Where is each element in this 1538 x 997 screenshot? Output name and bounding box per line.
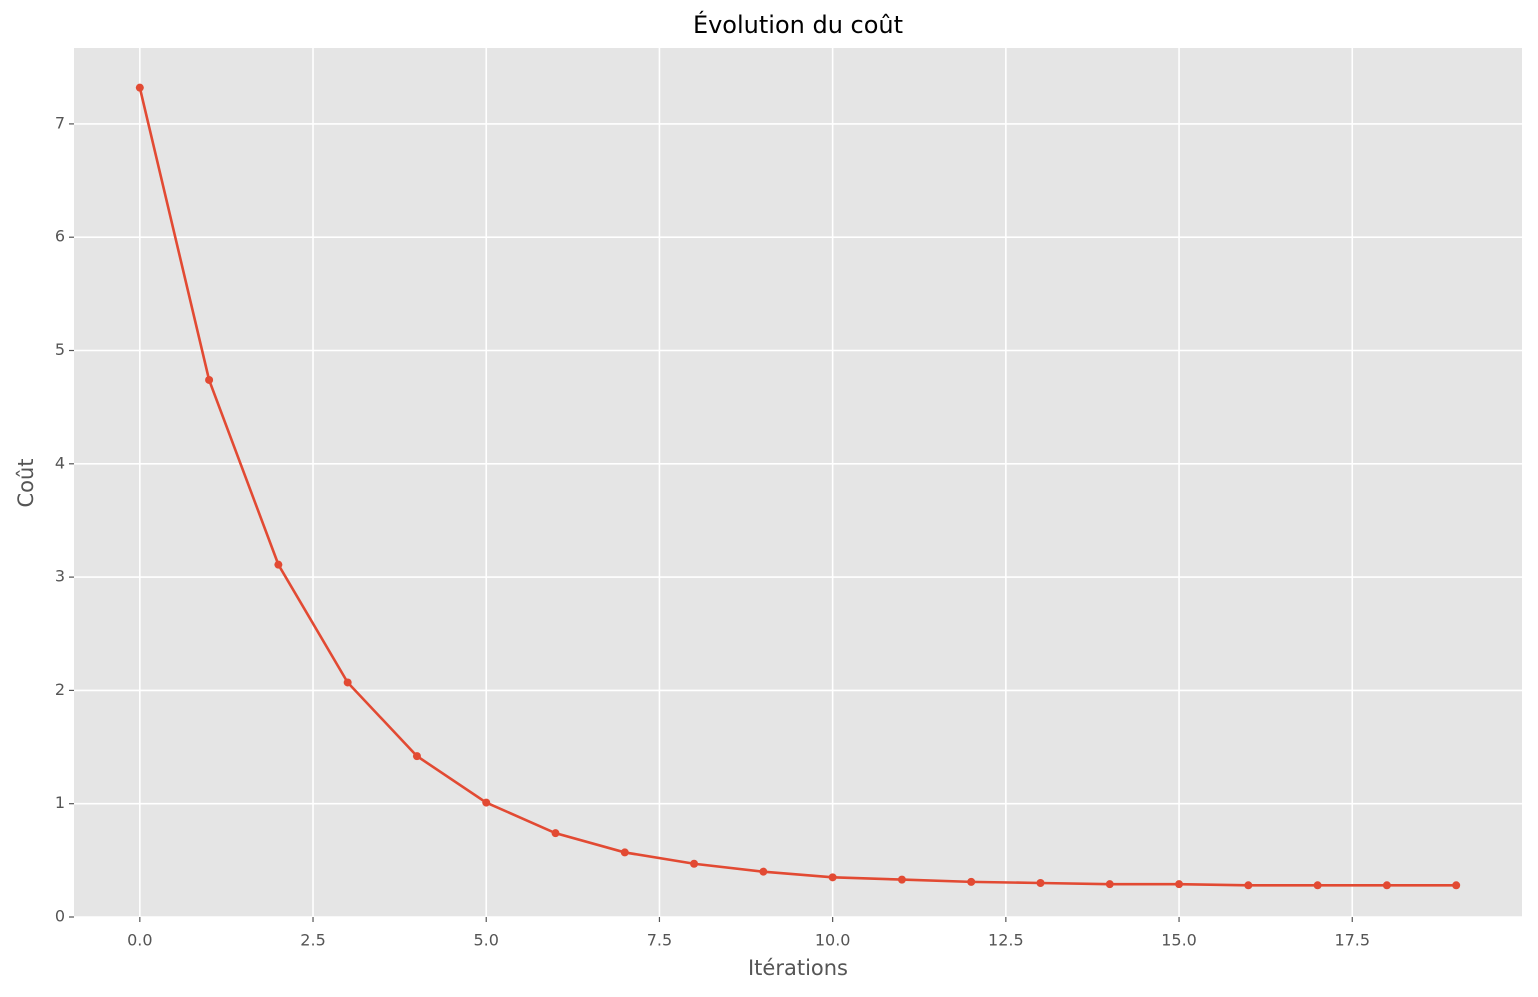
y-tick-label: 1 [55,793,65,812]
point [205,375,214,384]
point [897,875,906,884]
x-tick-label: 2.5 [300,931,325,950]
point [1244,881,1253,890]
x-tick-label: 17.5 [1334,931,1370,950]
point [343,678,352,687]
point [690,859,699,868]
y-tick-label: 3 [55,567,65,586]
x-tick-label: 15.0 [1161,931,1197,950]
x-tick-label: 5.0 [474,931,499,950]
point [274,560,283,569]
point [1175,880,1184,889]
point [620,848,629,857]
x-tick-label: 10.0 [815,931,851,950]
y-tick-label: 7 [55,113,65,132]
x-axis-label: Itérations [748,956,848,980]
plot-area [74,48,1522,917]
x-tick-label: 0.0 [127,931,152,950]
line [138,87,1457,887]
y-tick-label: 4 [55,453,65,472]
y-tick-label: 0 [55,907,65,926]
y-tick-label: 6 [55,227,65,246]
point [1313,881,1322,890]
y-axis-label: Coût [14,458,38,507]
point [482,798,491,807]
point [967,877,976,886]
x-tick-label: 12.5 [988,931,1024,950]
x-tick-label: 7.5 [647,931,672,950]
y-tick-label: 5 [55,340,65,359]
point [1036,879,1045,888]
chart-title: Évolution du coût [693,10,903,39]
point [412,752,421,761]
point [135,83,144,92]
point [1452,881,1461,890]
point [828,873,837,882]
point [1105,880,1114,889]
y-tick-label: 2 [55,680,65,699]
point [759,867,768,876]
point [1382,881,1391,890]
point [551,829,560,838]
